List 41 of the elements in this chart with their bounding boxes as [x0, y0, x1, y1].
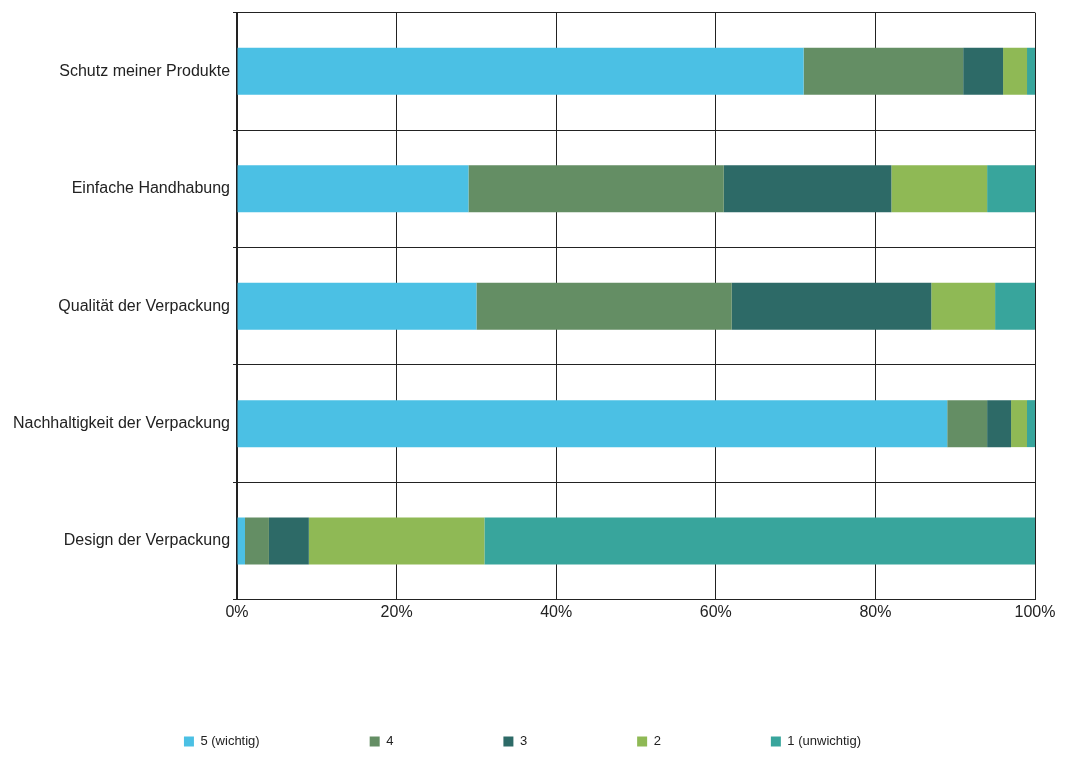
legend-label: 5 (wichtig)	[200, 733, 260, 749]
legend-label: 1 (unwichtig)	[787, 733, 862, 749]
bar	[237, 517, 245, 565]
bar	[237, 282, 477, 330]
x-tick-label: 0%	[225, 602, 249, 620]
x-tick-label: 40%	[540, 602, 573, 620]
bar	[237, 400, 948, 448]
legend-label: 2	[653, 733, 661, 749]
bar	[931, 282, 996, 330]
bar	[947, 400, 988, 448]
bar	[987, 400, 1012, 448]
bar	[268, 517, 309, 565]
bar	[987, 165, 1035, 213]
bar	[245, 517, 269, 565]
bar	[995, 282, 1035, 330]
y-tick-label: Schutz meiner Produkte	[59, 61, 231, 79]
x-tick-label: 100%	[1014, 602, 1056, 620]
bar	[891, 165, 988, 213]
x-tick-label: 60%	[699, 602, 732, 620]
bar	[237, 165, 469, 213]
bar	[1027, 400, 1035, 448]
y-tick-label: Qualität der Verpackung	[58, 296, 231, 314]
legend-label: 3	[519, 733, 528, 749]
bar	[484, 517, 1035, 565]
bar	[731, 282, 932, 330]
bar	[237, 47, 804, 95]
bar	[1011, 400, 1028, 448]
x-tick-label: 80%	[859, 602, 892, 620]
y-tick-label: Nachhaltigkeit der Verpackung	[12, 414, 231, 432]
bar	[723, 165, 892, 213]
bar	[1003, 47, 1028, 95]
bar	[468, 165, 724, 213]
bar	[1027, 47, 1035, 95]
bar	[963, 47, 1004, 95]
y-tick-label: Design der Verpackung	[63, 531, 231, 549]
bar	[308, 517, 485, 565]
y-tick-label: Einfache Handhabung	[71, 179, 231, 197]
bar	[476, 282, 732, 330]
legend-label: 4	[386, 733, 394, 749]
bar	[803, 47, 964, 95]
x-tick-label: 20%	[380, 602, 413, 620]
